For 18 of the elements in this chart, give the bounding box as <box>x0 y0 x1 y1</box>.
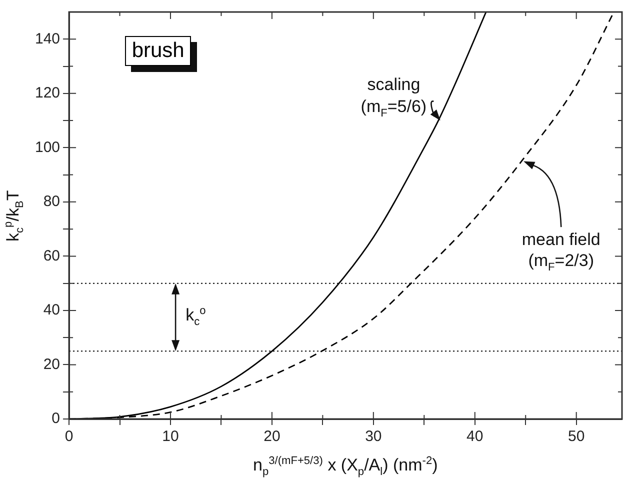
text: n$_{p}$$^{3/(mF+5/3)}$ x (X$_{p}$/A$_{l}$) (nm$^{-2}$) <box>253 455 438 478</box>
y-tick-label: 120 <box>34 84 60 102</box>
series-label: scaling (m$_{F}$=5/6) <box>360 74 428 121</box>
y-tick-label: 20 <box>43 356 60 373</box>
text: mean field (m$_{F}$=2/3) <box>520 229 602 276</box>
y-tick-label: 60 <box>43 247 60 264</box>
x-tick-label: 50 <box>568 428 585 446</box>
x-tick-label: 40 <box>466 428 484 446</box>
x-tick-label: 10 <box>162 428 179 446</box>
y-tick-label: 80 <box>43 193 60 210</box>
x-tick-label: 0 <box>64 428 74 446</box>
y-tick-label: 0 <box>52 410 60 428</box>
annotation: brush <box>124 36 192 66</box>
y-tick-label: 140 <box>34 30 60 48</box>
x-tick-label: 30 <box>365 428 382 446</box>
y-tick-label: 100 <box>34 138 60 156</box>
x-tick-label: 20 <box>264 428 280 446</box>
y-tick-label: 40 <box>43 302 60 319</box>
